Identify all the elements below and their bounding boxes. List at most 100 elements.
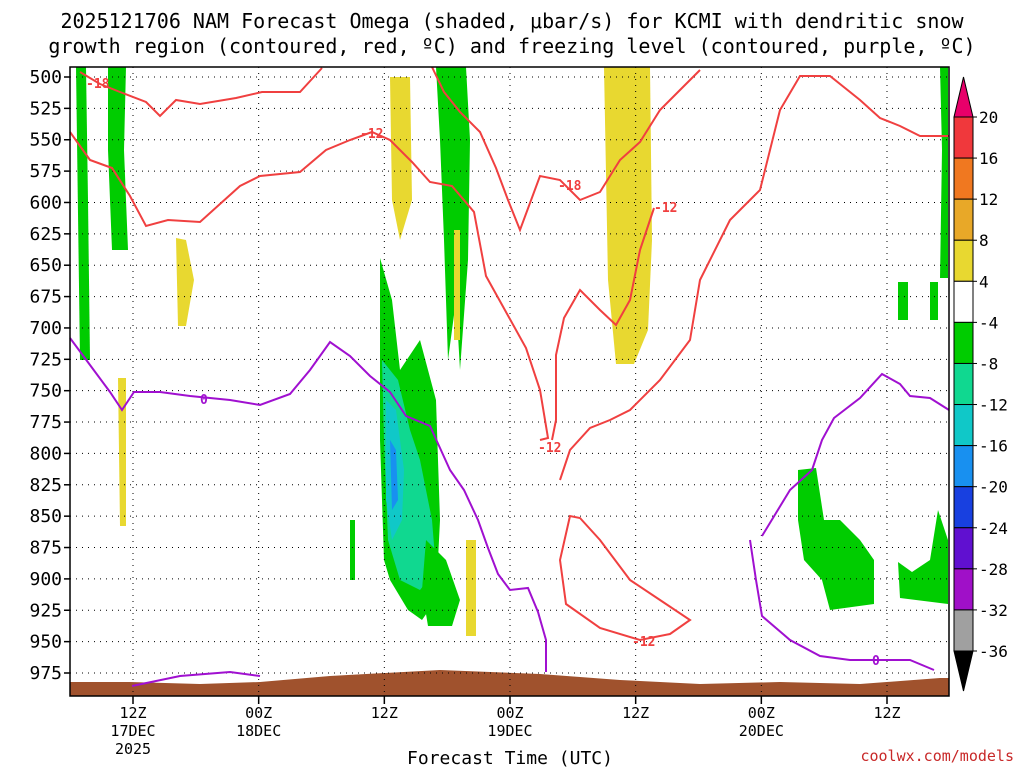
plot-background	[70, 67, 949, 696]
isotherm-label-1: -18	[86, 77, 110, 92]
colorbar-swatch-10	[953, 527, 974, 570]
omega-ascent-8	[422, 540, 460, 626]
dgz-contour-3	[431, 66, 701, 233]
colorbar-bottom-triangle	[953, 650, 974, 692]
y-tick-label-15: 875	[29, 538, 62, 559]
dgz-contour-1	[69, 130, 550, 441]
freezing-contour-4	[761, 372, 950, 537]
colorbar-label-7: -12	[979, 396, 1008, 415]
x-axis-label: Forecast Time (UTC)	[407, 748, 613, 768]
x-tick-label-4-0: 12Z	[622, 704, 649, 722]
x-tick-label-0-2: 2025	[115, 740, 151, 758]
y-tick-label-14: 850	[29, 506, 62, 527]
watermark: coolwx.com/models	[860, 747, 1014, 765]
colorbar-top-triangle	[953, 76, 974, 118]
colorbar-swatch-9	[953, 486, 974, 529]
y-tick-label-4: 600	[29, 192, 62, 213]
freezing-label-1: 0	[200, 393, 208, 408]
y-tick-label-19: 975	[29, 663, 62, 684]
y-tick-label-13: 825	[29, 475, 62, 496]
y-tick-label-18: 950	[29, 632, 62, 653]
colorbar-label-6: -8	[979, 354, 998, 373]
x-tick-label-1-0: 00Z	[245, 704, 272, 722]
freezing-label-2: 0	[872, 654, 880, 669]
x-tick-label-0-1: 17DEC	[110, 722, 155, 740]
omega-descent-1	[176, 238, 194, 326]
y-tick-label-16: 900	[29, 569, 62, 590]
isotherm-label-2: -12	[360, 127, 383, 142]
colorbar-swatch-12	[953, 609, 974, 652]
isotherm-label-3: -18	[558, 179, 582, 194]
y-tick-label-7: 675	[29, 287, 62, 308]
freezing-contour-3	[749, 539, 935, 671]
colorbar-swatch-1	[953, 157, 974, 200]
x-tick-label-5-1: 20DEC	[739, 722, 784, 740]
x-tick-label-6-0: 12Z	[873, 704, 900, 722]
y-tick-label-3: 575	[29, 161, 62, 182]
y-tick-label-9: 725	[29, 349, 62, 370]
y-tick-label-5: 625	[29, 224, 62, 245]
x-tick-label-1-1: 18DEC	[236, 722, 281, 740]
colorbar-swatch-5	[953, 321, 974, 364]
ground-surface	[70, 670, 949, 696]
omega-ascent-10	[798, 468, 874, 610]
y-tick-label-6: 650	[29, 255, 62, 276]
colorbar-swatch-8	[953, 445, 974, 488]
colorbar-label-1: 16	[979, 149, 998, 168]
x-tick-label-3-1: 19DEC	[487, 722, 532, 740]
isotherm-label-4: -12	[654, 201, 677, 216]
dgz-contour-6	[558, 514, 692, 642]
omega-descent-2	[118, 378, 126, 526]
x-tick-label-0-0: 12Z	[119, 704, 146, 722]
omega-ascent-14	[940, 67, 948, 278]
colorbar-label-12: -32	[979, 601, 1008, 620]
freezing-contour-1	[69, 337, 547, 672]
omega-ascent-12	[898, 282, 908, 320]
colorbar-swatch-6	[953, 362, 974, 406]
colorbar-swatch-2	[953, 198, 974, 241]
omega-ascent-13	[930, 282, 938, 320]
dgz-contour-5	[551, 207, 655, 441]
colorbar-label-8: -16	[979, 437, 1008, 456]
omega-ascent-1	[76, 67, 90, 360]
x-tick-label-5-0: 00Z	[748, 704, 775, 722]
chart-title-line1: 2025121706 NAM Forecast Omega (shaded, μ…	[60, 9, 964, 33]
y-tick-label-0: 500	[29, 67, 62, 88]
y-tick-label-10: 750	[29, 381, 62, 402]
colorbar-swatch-11	[953, 568, 974, 611]
omega-shading	[76, 67, 948, 636]
y-tick-label-11: 775	[29, 412, 62, 433]
omega-descent-3	[390, 77, 412, 240]
colorbar: 20 16 12 8 4 -4 -8 -12 -16 -20 -24 -28 -32 -36	[953, 76, 1008, 692]
colorbar-label-11: -28	[979, 560, 1008, 579]
colorbar-label-9: -20	[979, 478, 1008, 497]
omega-descent-5	[466, 540, 476, 636]
colorbar-label-13: -36	[979, 642, 1008, 661]
omega-ascent-2	[108, 67, 128, 250]
y-tick-label-1: 525	[29, 98, 62, 119]
y-axis: 500 525 550 575 600 625 650 675 700 725 750 775 800 8…	[29, 67, 70, 684]
y-tick-label-8: 700	[29, 318, 62, 339]
freezing-contours	[69, 337, 950, 687]
colorbar-swatch-4	[953, 280, 974, 323]
freezing-contour-2	[131, 670, 261, 687]
isotherm-label-5: -12	[538, 441, 561, 456]
colorbar-label-10: -24	[979, 519, 1008, 538]
x-tick-label-2-0: 12Z	[371, 704, 398, 722]
colorbar-label-0: 20	[979, 108, 998, 127]
isotherm-label-6: -12	[632, 635, 655, 650]
colorbar-swatch-0	[953, 116, 974, 159]
dgz-contours	[69, 66, 949, 642]
chart-title-line2: growth region (contoured, red, ºC) and f…	[48, 34, 975, 58]
omega-ascent-9	[350, 520, 355, 580]
plot-area: -18 -12 -18 -12 -12 -12 0 0	[69, 66, 950, 697]
dgz-contour-2	[79, 67, 323, 118]
omega-ascent-6	[390, 440, 398, 510]
omega-ascent-7	[436, 67, 470, 370]
omega-descent-6	[454, 230, 460, 340]
omega-ascent-11	[898, 510, 948, 604]
colorbar-label-3: 8	[979, 231, 989, 250]
y-tick-label-17: 925	[29, 600, 62, 621]
